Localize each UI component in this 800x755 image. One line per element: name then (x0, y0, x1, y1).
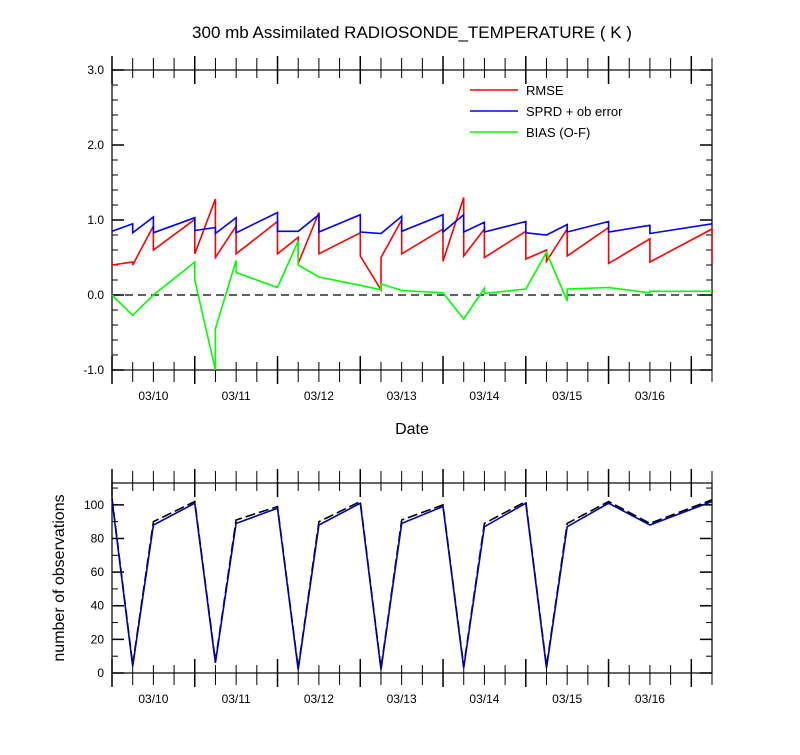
top-chart: -1.0 0.0 1.0 2.0 3.0 03/10 03/11 03/12 03/13 03/1… (83, 23, 713, 438)
y-tick-label: 60 (91, 565, 105, 579)
x-tick-label: 03/16 (635, 692, 665, 706)
x-tick-label: 03/15 (552, 389, 582, 403)
legend-label: RMSE (526, 83, 564, 98)
x-tick-label: 03/11 (222, 692, 251, 706)
series-line-1 (111, 211, 713, 236)
x-axis-label: Date (395, 421, 429, 438)
x-tick-label: 03/15 (552, 692, 582, 706)
y-tick-label: 80 (91, 531, 105, 545)
y-tick-label: 100 (84, 498, 104, 512)
y-tick-label: 1.0 (87, 213, 104, 227)
x-tick-label: 03/16 (635, 389, 665, 403)
y-tick-label: 2.0 (87, 138, 104, 152)
y-tick-label: 3.0 (87, 63, 104, 77)
x-tick-label: 03/10 (138, 389, 168, 403)
x-tick-label: 03/13 (387, 692, 417, 706)
x-tick-label: 03/12 (304, 692, 334, 706)
series-line-0 (111, 498, 713, 669)
y-axis-label: number of observations (51, 494, 68, 661)
x-tick-label: 03/14 (469, 692, 499, 706)
chart-title: 300 mb Assimilated RADIOSONDE_TEMPERATUR… (192, 23, 632, 42)
x-tick-label: 03/14 (469, 389, 499, 403)
y-tick-label: 0.0 (87, 288, 104, 302)
series-line-0 (111, 197, 713, 293)
x-tick-label: 03/12 (304, 389, 334, 403)
x-tick-label: 03/10 (138, 692, 168, 706)
bottom-chart: 0 20 40 60 80 100 03/10 03/11 03/12 03/13 03/14 03/… (51, 469, 713, 706)
series-line-1 (111, 499, 713, 670)
x-tick-label: 03/11 (222, 389, 251, 403)
series-line-2 (111, 240, 712, 371)
y-tick-label: 0 (97, 666, 104, 680)
y-tick-label: -1.0 (83, 363, 104, 377)
y-tick-label: 20 (91, 632, 105, 646)
plot-frame (111, 482, 713, 674)
y-tick-label: 40 (91, 599, 105, 613)
legend-label: SPRD + ob error (526, 104, 623, 119)
legend-label: BIAS (O-F) (526, 125, 590, 140)
x-tick-label: 03/13 (387, 389, 417, 403)
